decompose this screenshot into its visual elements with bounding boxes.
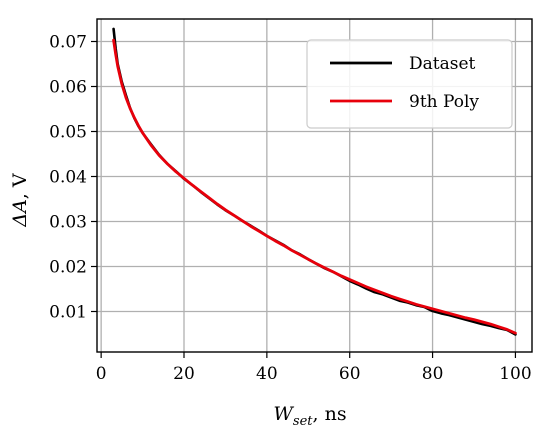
y-tick-label: 0.06 xyxy=(49,78,87,98)
x-tick-label: 80 xyxy=(422,364,444,384)
y-tick-label: 0.03 xyxy=(49,213,87,233)
series-group xyxy=(112,27,517,336)
grid xyxy=(97,19,532,352)
y-axis-label-unit: , V xyxy=(9,173,31,199)
x-tick-label: 40 xyxy=(256,364,278,384)
y-tick-label: 0.07 xyxy=(49,33,87,53)
legend-label: Dataset xyxy=(409,54,476,74)
plot-frame xyxy=(96,18,533,353)
legend-label: 9th Poly xyxy=(409,92,479,112)
ticks: 0 20 40 60 80 100 0.01 0.02 0.03 0.04 0.05 0.06 0.07 xyxy=(49,33,532,385)
x-axis-label-main: W xyxy=(273,403,294,425)
y-axis-label-main: ΔA xyxy=(9,199,31,227)
x-tick-label: 20 xyxy=(173,364,195,384)
y-tick-label: 0.04 xyxy=(49,168,87,188)
x-tick-label: 0 xyxy=(96,364,107,384)
x-axis-label-sub: set xyxy=(293,414,313,429)
y-tick-label: 0.01 xyxy=(49,303,87,323)
x-tick-label: 100 xyxy=(499,364,531,384)
y-axis-label: ΔA, V xyxy=(9,173,31,228)
legend: Dataset 9th Poly xyxy=(306,39,513,129)
y-tick-label: 0.05 xyxy=(49,123,87,143)
series-line-poly xyxy=(112,38,517,335)
x-axis-label-unit: , ns xyxy=(313,403,347,425)
x-tick-label: 60 xyxy=(339,364,361,384)
y-tick-label: 0.02 xyxy=(49,258,87,278)
x-axis-label: Wset, ns xyxy=(273,403,346,429)
